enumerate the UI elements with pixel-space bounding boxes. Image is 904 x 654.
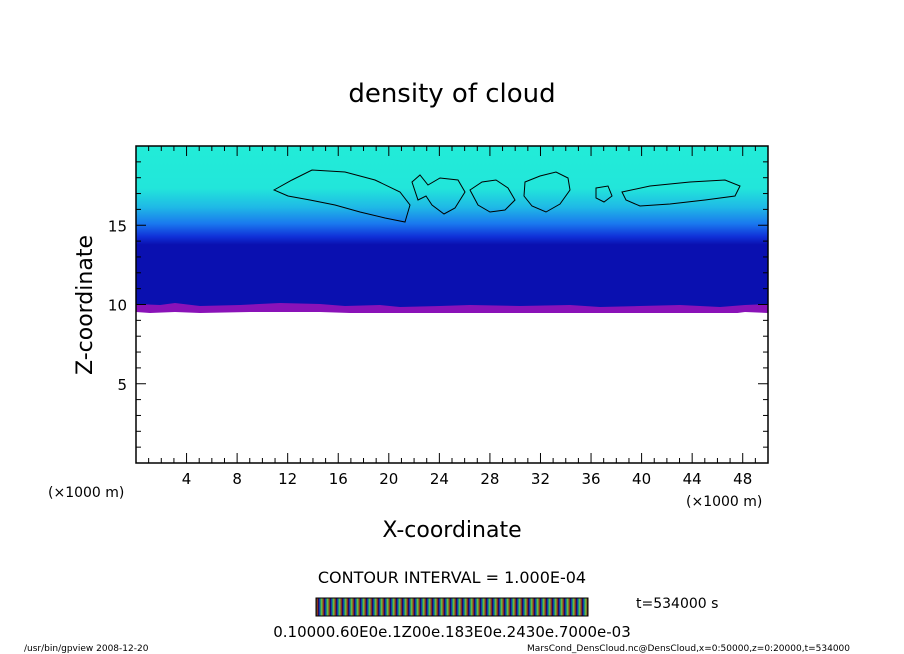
x-tick-label: 44 [683,470,702,488]
contour-interval: CONTOUR INTERVAL = 1.000E-04 [318,568,586,587]
footer-left: /usr/bin/gpview 2008-12-20 [24,644,149,654]
x-tick-label: 32 [531,470,550,488]
x-unit-left: (×1000 m) [48,485,124,501]
x-axis-ticks: 4 8 12 16 20 24 28 32 36 40 44 48 [148,146,756,488]
density-field [136,146,768,308]
empty-region [136,313,768,463]
footer-right: MarsCond_DensCloud.nc@DensCloud,x=0:5000… [527,644,850,654]
x-tick-label: 48 [733,470,752,488]
y-tick-label: 5 [117,376,127,394]
x-tick-label: 40 [632,470,651,488]
y-tick-label: 15 [108,217,127,235]
y-axis-ticks: 5 10 15 [108,161,768,448]
colorbar [315,597,589,617]
x-tick-label: 4 [182,470,192,488]
y-axis-label: Z-coordinate [73,235,98,375]
x-unit-right: (×1000 m) [686,494,762,510]
x-tick-label: 16 [329,470,348,488]
x-tick-label: 28 [480,470,499,488]
time-label: t=534000 s [636,596,718,612]
x-tick-label: 12 [278,470,297,488]
x-axis-label: X-coordinate [382,518,521,543]
y-tick-label: 10 [108,297,127,315]
chart-title: density of cloud [348,79,555,109]
x-tick-label: 36 [581,470,600,488]
x-tick-label: 24 [430,470,449,488]
contour-lines [272,169,741,223]
x-tick-label: 20 [379,470,398,488]
colorbar-labels: 0.10000.60E0e.1Z00e.183E0e.2430e.7000e-0… [273,623,631,641]
x-tick-label: 8 [232,470,242,488]
